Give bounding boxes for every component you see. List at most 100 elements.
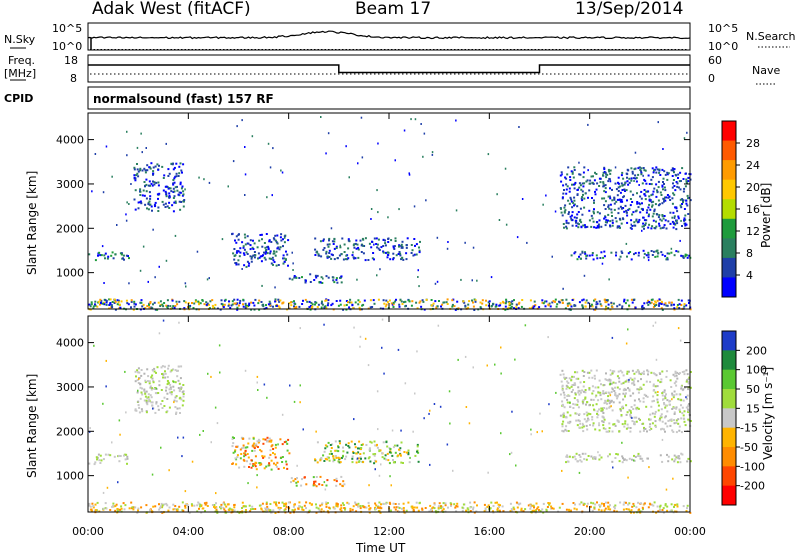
echo-cell [301, 478, 303, 481]
echo-cell [579, 184, 582, 187]
echo-cell [272, 259, 275, 262]
echo-cell [682, 256, 685, 259]
echo-cell [285, 502, 288, 505]
echo-cell [565, 461, 567, 464]
echo-cell [241, 501, 244, 504]
echo-cell [220, 299, 223, 302]
echo-cell [337, 446, 340, 449]
echo-cell [605, 430, 608, 433]
echo-cell [510, 305, 513, 308]
echo-cell [666, 304, 669, 307]
echo-cell [577, 400, 580, 403]
echo-cell [573, 216, 576, 219]
echo-cell [509, 453, 511, 456]
echo-cell [628, 207, 631, 210]
echo-cell [353, 326, 355, 329]
echo-cell [620, 174, 623, 177]
echo-cell [585, 411, 588, 414]
echo-cell [242, 303, 244, 306]
echo-cell [592, 175, 594, 178]
echo-cell [320, 508, 323, 511]
echo-cell [245, 304, 247, 307]
echo-cell [605, 219, 608, 222]
echo-cell [465, 406, 468, 408]
echo-cell [247, 482, 249, 485]
echo-cell [225, 511, 228, 514]
echo-cell [577, 391, 580, 394]
echo-cell [683, 187, 686, 190]
echo-cell [611, 224, 614, 227]
echo-cell [542, 511, 545, 514]
echo-cell [165, 195, 168, 198]
echo-cell [338, 254, 341, 257]
echo-cell [532, 504, 535, 507]
echo-cell [125, 254, 128, 257]
echo-cell [361, 443, 364, 446]
echo-cell [675, 421, 678, 424]
echo-cell [633, 454, 635, 457]
echo-cell [644, 428, 647, 430]
echo-cell [328, 243, 331, 246]
echo-cell [276, 461, 279, 464]
echo-cell [219, 371, 221, 374]
echo-cell [198, 507, 200, 510]
echo-cell [496, 507, 499, 510]
echo-cell [178, 321, 180, 324]
echo-cell [622, 374, 625, 377]
echo-cell [664, 406, 667, 409]
echo-cell [151, 404, 154, 407]
echo-cell [236, 306, 239, 309]
echo-cell [290, 477, 293, 480]
echo-cell [583, 182, 586, 185]
echo-cell [613, 202, 616, 205]
echo-cell [271, 444, 274, 447]
echo-cell [227, 508, 230, 511]
echo-cell [645, 405, 648, 408]
echo-cell [211, 299, 214, 302]
echo-cell [672, 396, 675, 399]
echo-cell [596, 302, 599, 305]
echo-cell [347, 238, 350, 241]
echo-cell [172, 197, 175, 199]
echo-cell [571, 299, 574, 301]
echo-cell [570, 170, 573, 173]
echo-cell [154, 505, 157, 508]
echo-cell [673, 307, 676, 310]
echo-cell [177, 387, 180, 389]
echo-cell [318, 281, 321, 284]
echo-cell [582, 176, 585, 179]
echo-cell [455, 510, 458, 513]
echo-cell [600, 304, 603, 307]
echo-cell [569, 509, 572, 512]
echo-cell [558, 300, 560, 303]
colorbar-segment [722, 238, 736, 259]
echo-cell [637, 251, 640, 254]
echo-cell [165, 142, 167, 145]
echo-cell [662, 148, 664, 150]
echo-cell [654, 420, 657, 423]
echo-cell [391, 454, 394, 457]
echo-cell [676, 210, 679, 213]
echo-cell [565, 429, 568, 432]
echo-cell [643, 256, 645, 259]
echo-cell [218, 344, 221, 347]
echo-cell [309, 273, 312, 276]
echo-cell [418, 502, 421, 505]
echo-cell [206, 302, 209, 305]
echo-cell [562, 420, 565, 423]
echo-cell [182, 393, 185, 395]
echo-cell [603, 392, 605, 395]
echo-cell [234, 302, 237, 305]
echo-cell [349, 507, 352, 510]
echo-cell [152, 172, 155, 175]
colorbar-segment [722, 199, 736, 220]
echo-cell [536, 507, 539, 510]
echo-cell [628, 304, 631, 307]
echo-cell [182, 190, 185, 193]
echo-cell [282, 254, 285, 257]
echo-cell [258, 462, 261, 464]
echo-cell [256, 446, 259, 448]
echo-cell [328, 506, 331, 509]
echo-cell [646, 369, 649, 372]
echo-cell [602, 412, 605, 414]
